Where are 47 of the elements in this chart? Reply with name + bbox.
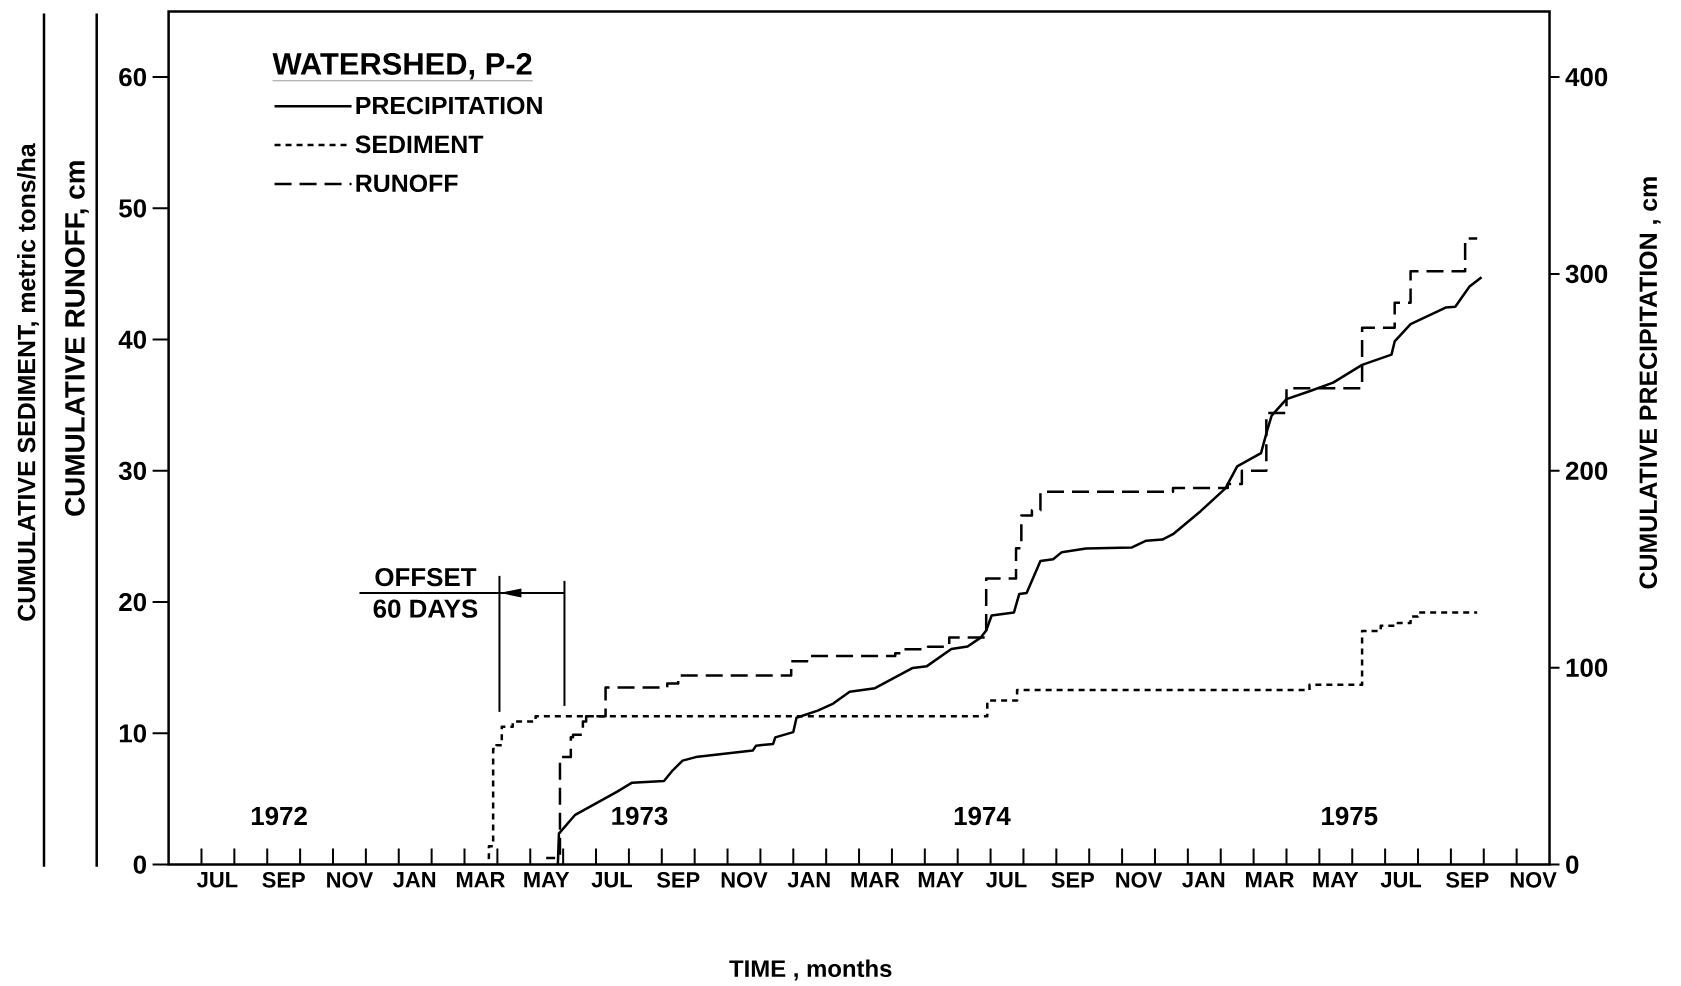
x-tick-label: SEP — [1446, 872, 1489, 888]
x-tick-label: MAY — [1313, 872, 1359, 888]
x-tick-label: MAY — [524, 872, 570, 888]
y2-tick-label: 200 — [1565, 461, 1608, 480]
y-tick-label: 0 — [133, 855, 147, 874]
x-tick-label: MAY — [918, 872, 964, 888]
y-tick-label: 10 — [119, 724, 147, 743]
annotation: 1972 — [251, 806, 307, 826]
x-tick-label: NOV — [721, 872, 768, 888]
y-tick-label: 30 — [118, 461, 147, 481]
legend-label: PRECIPITATION — [356, 96, 542, 115]
legend-label: RUNOFF — [356, 174, 458, 193]
y-tick-label: 50 — [119, 199, 147, 218]
x-tick-label: JUL — [986, 872, 1027, 888]
x-tick-label: MAR — [456, 872, 505, 888]
x-tick-label: NOV — [1116, 872, 1163, 888]
x-tick-label: JUL — [591, 872, 632, 888]
x-tick-label: NOV — [327, 872, 374, 888]
y2-tick-label: 100 — [1566, 658, 1608, 677]
y-tick-label: 60 — [119, 67, 147, 87]
y2-axis-title: CUMULATIVE PRECIPITATION , cm — [1639, 177, 1661, 589]
x-axis-title: TIME , months — [729, 959, 892, 981]
x-tick-label: JAN — [787, 872, 830, 888]
y2-tick-label: 400 — [1565, 67, 1608, 87]
x-tick-label: SEP — [1051, 872, 1094, 888]
legend-title: WATERSHED, P-2 — [272, 53, 532, 80]
x-tick-label: NOV — [1510, 872, 1557, 888]
y3-axis-title: CUMULATIVE SEDIMENT, metric tons/ha — [17, 143, 39, 621]
annotation: 60 DAYS — [373, 599, 478, 618]
annotation: 1974 — [954, 806, 1011, 826]
legend-label: SEDIMENT — [355, 135, 484, 154]
x-tick-label: JUL — [197, 872, 238, 888]
y-tick-label: 20 — [119, 592, 147, 612]
annotation: 1973 — [612, 806, 668, 826]
y2-tick-label: 0 — [1566, 855, 1579, 874]
annotation: OFFSET — [375, 567, 477, 587]
y2-tick-label: 300 — [1565, 264, 1608, 284]
x-tick-label: JAN — [393, 872, 436, 888]
y-axis-title: CUMULATIVE RUNOFF, cm — [65, 161, 89, 516]
x-tick-label: JAN — [1182, 872, 1225, 888]
x-tick-label: MAR — [851, 872, 900, 888]
x-tick-label: SEP — [656, 872, 700, 888]
x-tick-label: MAR — [1246, 872, 1295, 888]
x-tick-label: JUL — [1380, 872, 1422, 888]
x-tick-label: SEP — [262, 872, 305, 888]
y-tick-label: 40 — [118, 330, 147, 349]
annotation: 1975 — [1322, 806, 1378, 826]
